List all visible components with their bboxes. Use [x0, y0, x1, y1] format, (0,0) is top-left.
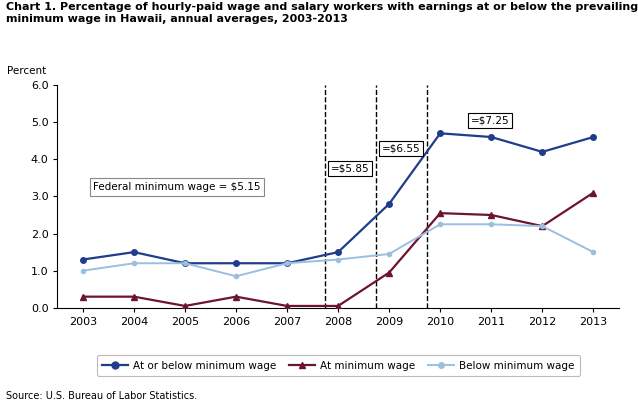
Line: At minimum wage: At minimum wage — [80, 190, 596, 309]
At or below minimum wage — [181, 261, 189, 266]
Below minimum wage — [590, 249, 597, 255]
At minimum wage — [436, 211, 444, 215]
Text: Percent: Percent — [7, 66, 46, 76]
Below minimum wage — [232, 274, 240, 279]
Below minimum wage — [487, 222, 495, 227]
At minimum wage — [232, 294, 240, 299]
Below minimum wage — [436, 222, 444, 227]
At or below minimum wage — [487, 134, 495, 139]
Text: Federal minimum wage = $5.15: Federal minimum wage = $5.15 — [93, 182, 261, 192]
At minimum wage — [334, 303, 342, 308]
At minimum wage — [130, 294, 138, 299]
At minimum wage — [181, 303, 189, 308]
At or below minimum wage — [283, 261, 291, 266]
At or below minimum wage — [385, 201, 393, 206]
Line: Below minimum wage: Below minimum wage — [81, 222, 595, 278]
Below minimum wage — [334, 257, 342, 262]
At minimum wage — [283, 303, 291, 308]
Below minimum wage — [283, 261, 291, 266]
At or below minimum wage — [232, 261, 240, 266]
At minimum wage — [538, 224, 546, 228]
At minimum wage — [487, 213, 495, 217]
At or below minimum wage — [538, 149, 546, 154]
At or below minimum wage — [590, 134, 597, 139]
At minimum wage — [590, 190, 597, 195]
Text: Source: U.S. Bureau of Labor Statistics.: Source: U.S. Bureau of Labor Statistics. — [6, 391, 198, 401]
Text: minimum wage in Hawaii, annual averages, 2003-2013: minimum wage in Hawaii, annual averages,… — [6, 14, 348, 24]
At or below minimum wage — [79, 257, 87, 262]
Below minimum wage — [538, 224, 546, 228]
Below minimum wage — [130, 261, 138, 266]
At or below minimum wage — [436, 131, 444, 136]
Below minimum wage — [385, 252, 393, 256]
At minimum wage — [385, 270, 393, 275]
Text: Chart 1. Percentage of hourly-paid wage and salary workers with earnings at or b: Chart 1. Percentage of hourly-paid wage … — [6, 2, 638, 12]
Text: =$7.25: =$7.25 — [471, 115, 510, 125]
Text: =$5.85: =$5.85 — [330, 164, 369, 174]
At minimum wage — [79, 294, 87, 299]
Line: At or below minimum wage: At or below minimum wage — [80, 130, 596, 266]
Legend: At or below minimum wage, At minimum wage, Below minimum wage: At or below minimum wage, At minimum wag… — [97, 355, 579, 376]
Text: =$6.55: =$6.55 — [382, 143, 420, 153]
At or below minimum wage — [130, 249, 138, 255]
Below minimum wage — [79, 268, 87, 273]
Below minimum wage — [181, 261, 189, 266]
At or below minimum wage — [334, 249, 342, 255]
